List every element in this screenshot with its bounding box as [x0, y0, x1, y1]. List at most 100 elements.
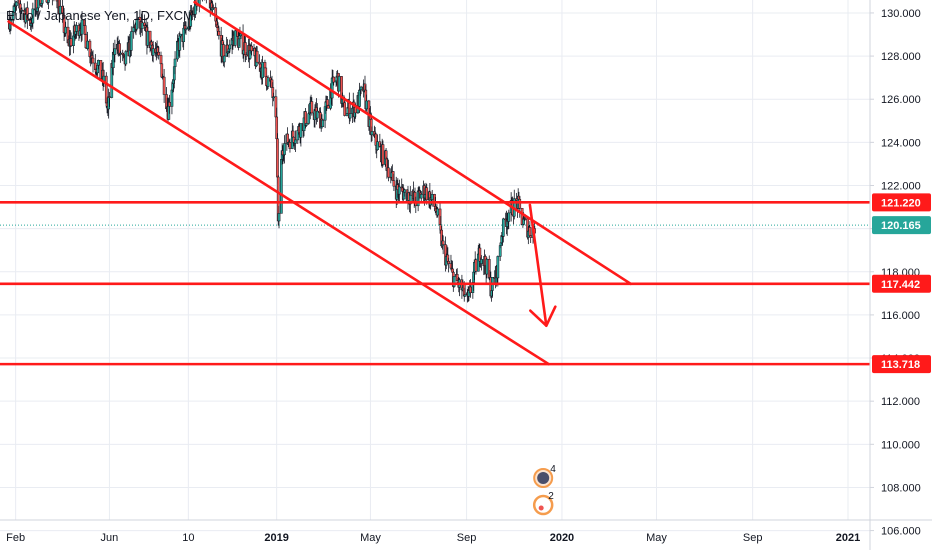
- marker-count: 2: [548, 491, 554, 502]
- candle-body: [108, 96, 111, 98]
- candle-body: [501, 218, 505, 237]
- y-tick-label: 106.000: [881, 526, 921, 538]
- candle-body: [179, 33, 182, 37]
- candle-body: [321, 119, 325, 128]
- candle-body: [162, 76, 166, 95]
- candle-body: [387, 167, 390, 178]
- marker-core: [537, 472, 550, 484]
- candle-body: [129, 31, 133, 51]
- event-marker-1[interactable]: 4: [533, 464, 556, 488]
- candle-body: [507, 212, 511, 222]
- candlestick-series: [8, 0, 536, 303]
- candle-body: [151, 48, 155, 56]
- marker-dot: [538, 505, 544, 511]
- chart-drawings[interactable]: [0, 0, 870, 366]
- candle-body: [244, 54, 248, 57]
- candle-body: [182, 27, 186, 42]
- candle-body: [184, 28, 188, 31]
- candle-body: [326, 105, 330, 109]
- candle-body: [276, 138, 279, 178]
- price-label-resistance[interactable]: 121.220: [872, 193, 931, 212]
- candle-body: [146, 30, 150, 46]
- candle-body: [348, 113, 352, 119]
- y-tick-label: 130.000: [881, 8, 921, 20]
- candle-body: [315, 110, 319, 119]
- candle-body: [277, 213, 281, 222]
- candle-body: [31, 8, 35, 24]
- candle-body: [485, 259, 489, 275]
- forecast-arrow-head[interactable]: [529, 305, 557, 327]
- y-tick-label: 126.000: [881, 94, 921, 106]
- chart-grid: [0, 0, 870, 532]
- candle-body: [217, 31, 221, 36]
- x-tick-label: Jun: [101, 532, 119, 544]
- candle-body: [140, 22, 144, 29]
- candle-body: [69, 38, 73, 46]
- marker-ring: [532, 494, 554, 516]
- candle-body: [376, 141, 379, 151]
- forecast-arrow-shaft[interactable]: [528, 203, 548, 327]
- candle-body: [264, 67, 268, 78]
- candle-body: [157, 51, 161, 56]
- candle-body: [370, 131, 374, 136]
- candle-body: [83, 25, 87, 35]
- candle-body: [496, 256, 500, 279]
- x-tick-label: 10: [182, 532, 194, 544]
- candle-body: [228, 44, 232, 50]
- event-marker-2[interactable]: 2: [532, 491, 554, 516]
- channel-lower[interactable]: [7, 20, 550, 366]
- candle-body: [261, 62, 264, 78]
- candle-body: [233, 30, 237, 46]
- candle-body: [239, 33, 243, 36]
- candle-body: [97, 60, 100, 66]
- candle-body: [47, 0, 50, 3]
- candle-body: [345, 113, 349, 116]
- x-tick-label: Sep: [743, 532, 763, 544]
- channel-upper[interactable]: [193, 0, 633, 286]
- y-tick-label: 112.000: [881, 396, 920, 408]
- candle-body: [64, 26, 67, 34]
- candle-body: [463, 294, 467, 297]
- candle-body: [474, 259, 478, 272]
- candle-body: [307, 113, 311, 124]
- price-label-bg: [872, 355, 931, 374]
- candle-body: [80, 19, 84, 35]
- price-label-last-price[interactable]: 120.165: [872, 216, 931, 235]
- chart-title: Euro / Japanese Yen, 1D, FXCM: [6, 8, 194, 23]
- candle-body: [452, 276, 456, 287]
- event-markers[interactable]: 42: [532, 464, 556, 516]
- candle-body: [168, 101, 171, 107]
- candle-body: [305, 123, 308, 126]
- price-label-text: 113.718: [881, 359, 920, 371]
- candle-body: [75, 25, 78, 32]
- candle-body: [280, 159, 283, 214]
- candle-body: [480, 259, 483, 264]
- candle-body: [159, 55, 163, 65]
- candle-body: [528, 227, 532, 236]
- y-tick-label: 124.000: [881, 137, 921, 149]
- candle-body: [266, 77, 270, 87]
- candle-body: [398, 186, 401, 195]
- candle-body: [299, 123, 303, 138]
- candle-body: [113, 48, 117, 55]
- y-tick-label: 116.000: [881, 310, 920, 322]
- candle-body: [86, 40, 89, 49]
- candle-body: [447, 261, 450, 264]
- x-tick-label: 2019: [264, 532, 288, 544]
- candle-body: [272, 96, 275, 99]
- candle-body: [283, 143, 286, 155]
- price-label-support-2[interactable]: 113.718: [872, 355, 931, 374]
- price-label-text: 117.442: [881, 279, 920, 291]
- x-tick-label: Feb: [6, 532, 25, 544]
- price-label-text: 121.220: [881, 197, 921, 209]
- candle-body: [255, 50, 259, 63]
- x-tick-label: 2020: [550, 532, 574, 544]
- candle-body: [332, 76, 336, 83]
- candle-body: [263, 62, 267, 69]
- price-label-support-1[interactable]: 117.442: [872, 274, 931, 293]
- marker-count: 4: [550, 464, 556, 475]
- candle-body: [36, 0, 40, 9]
- candle-body: [436, 208, 440, 216]
- candle-body: [40, 0, 44, 4]
